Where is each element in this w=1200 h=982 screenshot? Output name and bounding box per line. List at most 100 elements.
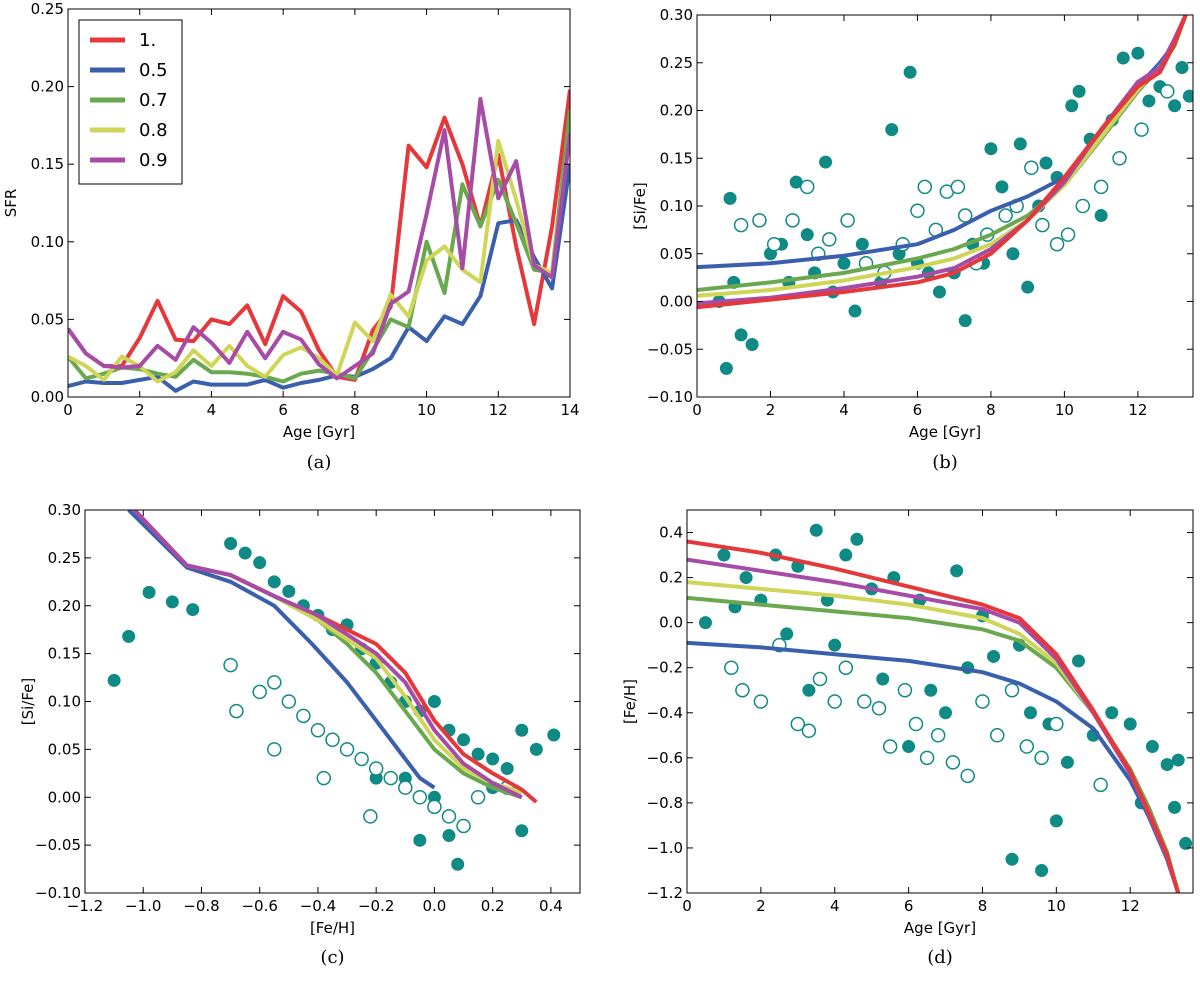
filled-data-point bbox=[698, 616, 712, 630]
y-tick-label: 0.0 bbox=[659, 614, 683, 632]
filled-data-point bbox=[515, 824, 529, 838]
filled-data-point bbox=[224, 537, 238, 551]
open-data-point bbox=[857, 694, 872, 709]
open-data-point bbox=[310, 722, 326, 738]
x-tick-label: 2 bbox=[766, 401, 776, 419]
filled-data-point bbox=[529, 742, 543, 756]
open-data-point bbox=[1019, 739, 1035, 754]
open-data-point bbox=[1049, 716, 1064, 732]
open-data-point bbox=[908, 716, 924, 732]
x-tick-label: 2 bbox=[135, 401, 145, 419]
x-tick-label: 4 bbox=[830, 897, 840, 915]
filled-data-point bbox=[855, 237, 869, 251]
open-data-point bbox=[735, 682, 750, 698]
filled-data-point bbox=[734, 328, 748, 342]
filled-data-point bbox=[142, 585, 156, 599]
filled-data-point bbox=[427, 695, 441, 708]
open-data-point bbox=[785, 213, 800, 228]
y-tick-label: −0.10 bbox=[35, 884, 81, 902]
filled-data-point bbox=[238, 546, 252, 560]
x-tick-label: 8 bbox=[350, 401, 360, 419]
open-data-point bbox=[296, 708, 311, 724]
plot-area bbox=[107, 510, 561, 871]
y-tick-label: 0.10 bbox=[660, 197, 693, 215]
panel-b-sife-vs-age: 0 2 4 6 8 10 12 −0.10 −0.05 0.00 0.05 0.10 0.15 0.20 0… bbox=[631, 6, 1194, 473]
axes-frame bbox=[686, 509, 1194, 894]
filled-data-point bbox=[1005, 852, 1019, 866]
filled-data-point bbox=[457, 733, 471, 747]
open-data-point bbox=[398, 780, 413, 795]
open-data-point bbox=[1075, 198, 1091, 214]
filled-data-point bbox=[1023, 706, 1037, 720]
filled-data-point bbox=[1013, 137, 1027, 151]
filled-data-point bbox=[717, 548, 731, 562]
filled-data-point bbox=[1035, 863, 1049, 877]
y-tick-label: 0.25 bbox=[660, 54, 693, 72]
filled-data-point bbox=[471, 747, 485, 761]
y-tick-label: 0.00 bbox=[31, 388, 64, 406]
x-tick-label: −0.4 bbox=[300, 897, 336, 915]
filled-data-point bbox=[122, 629, 136, 643]
open-data-point bbox=[252, 684, 267, 700]
x-tick-label: 12 bbox=[489, 401, 508, 419]
filled-data-point bbox=[1094, 209, 1108, 223]
x-tick-label: 6 bbox=[913, 401, 923, 419]
x-tick-label: 4 bbox=[839, 401, 849, 419]
x-tick-label: 10 bbox=[417, 401, 436, 419]
series-line-0_5 bbox=[697, 15, 1188, 270]
series-line-1_ bbox=[687, 539, 1181, 893]
filled-data-point bbox=[1065, 99, 1079, 113]
open-data-point bbox=[316, 770, 332, 786]
open-data-point bbox=[989, 728, 1005, 743]
y-tick-label: 0.30 bbox=[660, 6, 693, 24]
open-data-point bbox=[827, 694, 842, 709]
open-data-point bbox=[354, 751, 369, 767]
open-data-point bbox=[897, 682, 913, 698]
filled-data-point bbox=[780, 627, 794, 641]
y-tick-label: 0.00 bbox=[48, 788, 81, 806]
series-line-0_7 bbox=[68, 109, 570, 384]
filled-data-point bbox=[876, 672, 890, 686]
y-tick-label: 0.20 bbox=[660, 102, 693, 120]
open-data-point bbox=[733, 217, 749, 233]
y-tick-label: 0.00 bbox=[660, 293, 693, 311]
filled-data-point bbox=[837, 256, 851, 270]
filled-data-point bbox=[1182, 89, 1193, 103]
legend: 1. 0.5 0.7 0.8 0.9 bbox=[78, 19, 183, 185]
filled-data-point bbox=[1039, 156, 1053, 170]
y-tick-label: 0.05 bbox=[660, 245, 693, 263]
series-line-0_9 bbox=[68, 97, 570, 381]
filled-data-point bbox=[165, 595, 179, 609]
filled-data-point bbox=[442, 829, 456, 843]
x-tick-label: 6 bbox=[904, 897, 914, 915]
open-data-point bbox=[790, 716, 806, 732]
y-tick-label: 0.30 bbox=[48, 501, 81, 519]
open-data-point bbox=[960, 768, 975, 784]
x-tick-label: 0.2 bbox=[481, 897, 505, 915]
open-data-point bbox=[441, 809, 457, 824]
filled-data-point bbox=[828, 638, 842, 652]
open-data-point bbox=[267, 742, 282, 757]
y-tick-label: −0.05 bbox=[35, 836, 81, 854]
filled-data-point bbox=[839, 548, 853, 562]
filled-data-point bbox=[1168, 800, 1182, 814]
panel-caption: (c) bbox=[320, 947, 344, 968]
axes-frame bbox=[84, 509, 581, 894]
x-tick-label: 0 bbox=[682, 897, 692, 915]
x-tick-label: −1.0 bbox=[125, 897, 161, 915]
filled-data-point bbox=[186, 603, 200, 617]
open-data-point bbox=[427, 799, 442, 815]
open-data-point bbox=[470, 790, 486, 805]
legend-label: 0.7 bbox=[139, 90, 168, 111]
filled-data-point bbox=[282, 584, 296, 598]
series-line-0_8 bbox=[68, 132, 570, 384]
open-data-point bbox=[368, 761, 384, 776]
filled-data-point bbox=[924, 683, 938, 697]
y-tick-label: 0.20 bbox=[48, 597, 81, 615]
filled-data-point bbox=[1021, 280, 1035, 294]
x-tick-label: −0.6 bbox=[241, 897, 277, 915]
series-line-0_8 bbox=[133, 510, 523, 795]
axes-frame bbox=[67, 8, 571, 398]
open-data-point bbox=[998, 208, 1013, 223]
filled-data-point bbox=[107, 673, 121, 687]
